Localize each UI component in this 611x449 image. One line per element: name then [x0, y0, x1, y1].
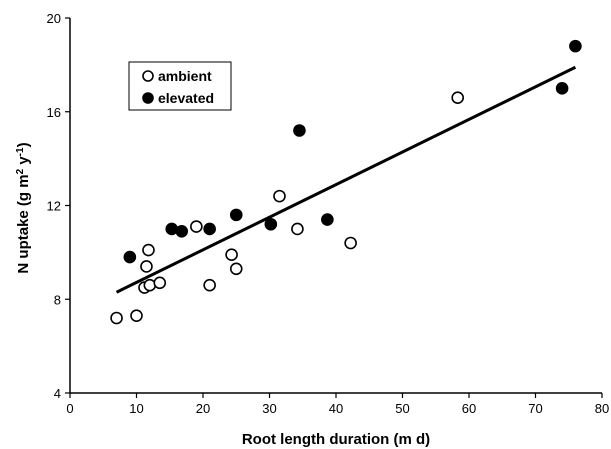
- data-point-elevated: [293, 124, 306, 137]
- y-axis-title-part-3: ): [15, 142, 32, 147]
- data-point-ambient: [190, 220, 203, 233]
- data-point-elevated: [321, 213, 334, 226]
- y-axis-title: N uptake (g m2 y-1): [15, 142, 33, 273]
- x-tick-label: 50: [395, 401, 409, 416]
- data-point-ambient: [225, 248, 238, 262]
- x-tick-label: 10: [129, 401, 143, 416]
- y-axis-title-sup-2: -1: [15, 147, 26, 156]
- legend-label-ambient: ambient: [158, 68, 212, 84]
- series-ambient: [110, 91, 464, 325]
- data-point-ambient: [229, 262, 243, 276]
- x-axis-ticks: 0 10 20 30 40 50 60 70 80: [66, 393, 609, 416]
- legend-label-elevated: elevated: [158, 90, 214, 106]
- trend-line: [115, 65, 577, 294]
- data-point-ambient: [110, 311, 123, 325]
- data-point-ambient: [130, 309, 143, 322]
- y-tick-label: 16: [47, 105, 61, 120]
- x-tick-label: 20: [196, 401, 210, 416]
- y-tick-label: 12: [47, 199, 61, 214]
- data-point-elevated: [555, 82, 569, 95]
- y-tick-label: 4: [54, 386, 61, 401]
- data-point-ambient: [143, 278, 157, 292]
- data-point-elevated: [264, 217, 278, 231]
- y-axis-title-part-2: y: [15, 156, 32, 169]
- x-tick-label: 60: [462, 401, 476, 416]
- x-tick-label: 0: [66, 401, 73, 416]
- data-point-ambient: [153, 276, 167, 290]
- data-point-ambient: [291, 222, 304, 236]
- data-point-ambient: [273, 189, 286, 203]
- y-axis-ticks: 4 8 12 16 20: [47, 11, 70, 401]
- data-point-elevated: [203, 222, 216, 236]
- legend-marker-ambient: [142, 70, 154, 82]
- x-tick-label: 40: [329, 401, 343, 416]
- data-point-elevated: [123, 250, 137, 264]
- legend: ambient elevated: [128, 61, 232, 111]
- y-axis-title-part-1: N uptake (g m: [15, 174, 32, 273]
- data-point-ambient: [344, 236, 357, 250]
- y-tick-label: 8: [54, 292, 61, 307]
- series-elevated: [123, 39, 582, 264]
- data-point-elevated: [175, 224, 189, 238]
- y-tick-label: 20: [47, 11, 61, 26]
- data-point-ambient: [142, 243, 155, 257]
- data-point-elevated: [165, 222, 179, 236]
- x-tick-label: 80: [595, 401, 609, 416]
- x-tick-label: 70: [528, 401, 542, 416]
- x-axis-title: Root length duration (m d): [242, 431, 430, 448]
- x-tick-label: 30: [262, 401, 276, 416]
- data-point-ambient: [203, 278, 216, 292]
- data-point-elevated: [229, 208, 243, 222]
- y-axis-title-sup-1: 2: [15, 168, 26, 174]
- data-point-ambient: [451, 91, 464, 104]
- legend-marker-elevated: [142, 92, 154, 104]
- data-point-ambient: [140, 260, 153, 273]
- data-point-elevated: [569, 39, 582, 53]
